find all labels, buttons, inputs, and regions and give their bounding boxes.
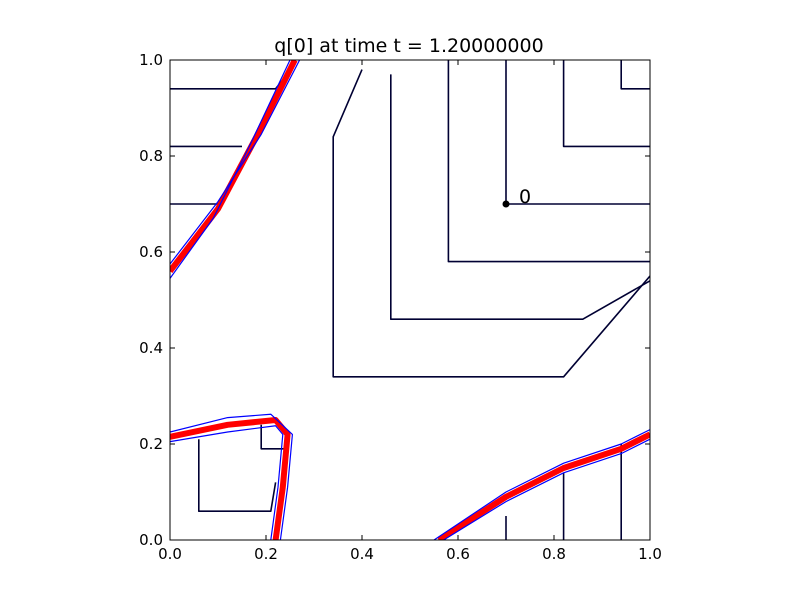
contour-contour-line (562, 60, 650, 148)
edge-contour-line (170, 60, 301, 265)
boundary-contour-line (170, 417, 291, 540)
chart-title: q[0] at time t = 1.20000000 (274, 35, 543, 57)
gauge-point-label: 0 (519, 186, 531, 208)
y-tick-label: 0.6 (139, 243, 163, 261)
x-tick-label: 0.2 (254, 545, 278, 563)
y-tick-label: 1.0 (139, 51, 163, 69)
x-axis: 0.0 0.2 0.4 0.6 0.8 1.0 (158, 60, 662, 563)
y-tick-label: 0.2 (139, 435, 163, 453)
contour-contour-line (620, 60, 650, 90)
contour-contour-line (260, 424, 286, 450)
y-tick-label: 0.0 (139, 531, 163, 549)
y-axis: 0.0 0.2 0.4 0.6 0.8 1.0 (139, 51, 650, 549)
y-tick-label: 0.8 (139, 147, 163, 165)
edge-contour-line (443, 438, 650, 540)
x-tick-label: 0.4 (350, 545, 374, 563)
y-tick-label: 0.4 (139, 339, 163, 357)
edge-contour-line (433, 429, 650, 540)
boundary-contour-line (437, 431, 650, 540)
x-tick-label: 0.0 (158, 545, 182, 563)
marker-layer: 0 (502, 186, 531, 208)
contour-contour-line (332, 69, 650, 378)
contour-contour-line (198, 439, 277, 513)
contour-layer (170, 60, 650, 540)
edge-contour-line (170, 60, 291, 279)
gauge-point-marker (502, 200, 510, 208)
plot-area (170, 60, 650, 540)
plot-border (169, 59, 651, 541)
x-tick-label: 0.6 (446, 545, 470, 563)
contour-contour-line (389, 74, 650, 321)
contour-contour-line (447, 60, 650, 263)
x-tick-label: 0.8 (542, 545, 566, 563)
edge-contour-line (170, 413, 293, 540)
x-tick-label: 1.0 (638, 545, 662, 563)
edge-contour-line (170, 425, 284, 540)
